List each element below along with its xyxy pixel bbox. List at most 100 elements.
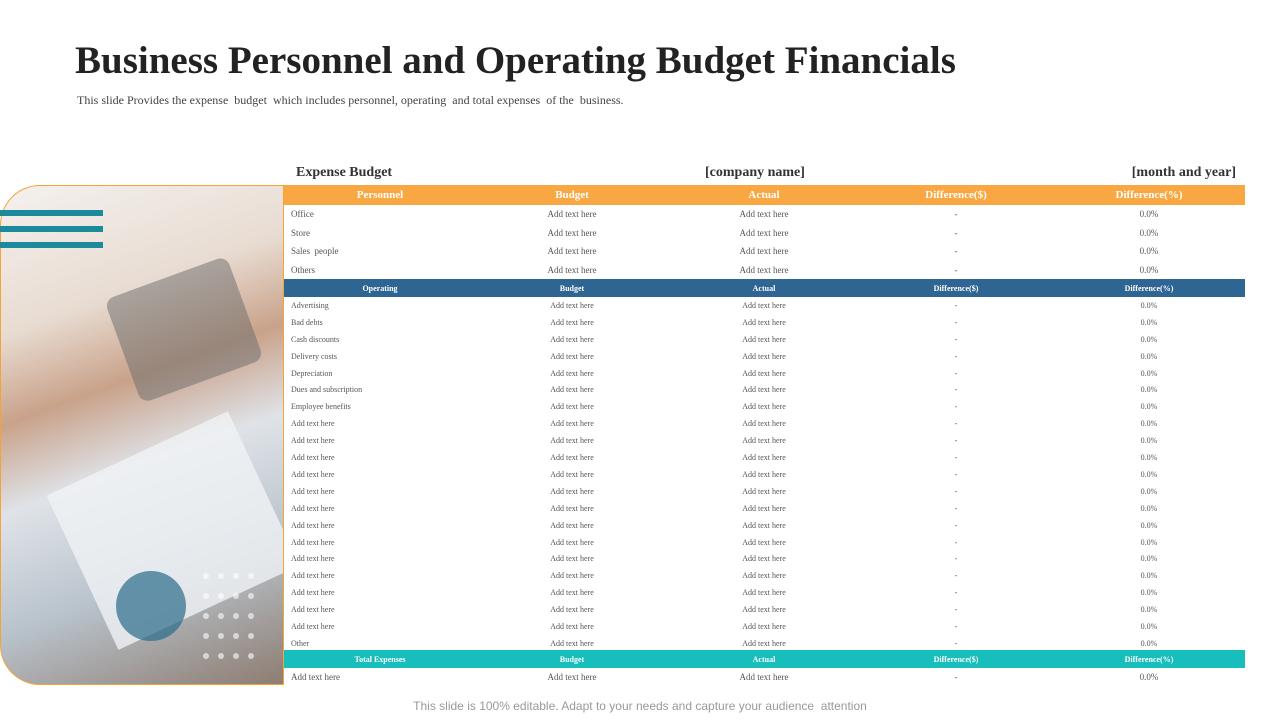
- table-cell: Delivery costs: [291, 351, 337, 361]
- table-cell: Add text here: [291, 419, 335, 429]
- table-cell: Add text here: [550, 351, 594, 361]
- table-cell: Store: [291, 227, 310, 238]
- table-row: Store Add text here Add text here - 0.0%: [284, 224, 1245, 243]
- table-cell: -: [954, 246, 958, 257]
- table-cell: Add text here: [742, 537, 786, 547]
- table-cell: -: [954, 622, 958, 632]
- table-cell: Cash discounts: [291, 334, 340, 344]
- table-cell: Add text here: [742, 351, 786, 361]
- table-cell: -: [954, 419, 958, 429]
- table-cell: Add text here: [742, 520, 786, 530]
- table-cell: Add text here: [291, 436, 335, 446]
- table-cell: 0.0%: [1140, 554, 1158, 564]
- table-cell: Sales people: [291, 246, 339, 257]
- table-row: Add text here Add text here Add text here -…: [284, 584, 1245, 601]
- table-cell: Add text here: [742, 436, 786, 446]
- table-cell: -: [954, 317, 958, 327]
- table-cell: Add text here: [550, 402, 594, 412]
- caption: [company name]: [705, 165, 805, 180]
- header-cell: Operating: [362, 283, 398, 293]
- table-cell: Add text here: [550, 385, 594, 395]
- footer: This slide is 100% editable. Adapt to yo…: [413, 699, 867, 713]
- table-cell: Add text here: [742, 419, 786, 429]
- table-cell: 0.0%: [1140, 368, 1158, 378]
- subtitle: This slide Provides the expense budget w…: [77, 93, 624, 107]
- photo-art: [46, 258, 283, 659]
- header-cell: Budget: [555, 189, 589, 201]
- table-row: Add text here Add text here Add text here -…: [284, 449, 1245, 466]
- caption: [month and year]: [1131, 165, 1236, 180]
- table-cell: Add text here: [550, 469, 594, 479]
- table-row: Add text here Add text here Add text here -…: [284, 466, 1245, 483]
- table-row: Other Add text here Add text here - 0.0%: [284, 635, 1245, 652]
- table-cell: -: [954, 469, 958, 479]
- table-cell: Add text here: [291, 537, 335, 547]
- table-cell: -: [954, 520, 958, 530]
- table-row: Add text here Add text here Add text here -…: [284, 500, 1245, 517]
- table-cell: 0.0%: [1140, 436, 1158, 446]
- table-cell: 0.0%: [1140, 520, 1158, 530]
- table-cell: 0.0%: [1140, 638, 1158, 648]
- table-cell: Add text here: [291, 469, 335, 479]
- table-cell: -: [954, 368, 958, 378]
- table-row: Add text here Add text here Add text here -…: [284, 415, 1245, 432]
- table-cell: Add text here: [742, 317, 786, 327]
- table-cell: 0.0%: [1139, 265, 1159, 276]
- table-cell: Add text here: [742, 554, 786, 564]
- table-row: Add text here Add text here Add text here -…: [284, 483, 1245, 500]
- table-cell: Add text here: [547, 246, 597, 257]
- table-cell: Add text here: [742, 486, 786, 496]
- table-cell: Add text here: [550, 520, 594, 530]
- table-cell: Add text here: [742, 469, 786, 479]
- table-cell: Add text here: [547, 265, 597, 276]
- table-row: Add text here Add text here Add text here -…: [284, 432, 1245, 449]
- table-cell: Add text here: [742, 503, 786, 513]
- header-cell: Difference(%): [1115, 189, 1183, 201]
- table-cell: 0.0%: [1140, 486, 1158, 496]
- table-cell: 0.0%: [1140, 385, 1158, 395]
- table-cell: Advertising: [291, 300, 329, 310]
- table-row: Employee benefits Add text here Add text h…: [284, 398, 1245, 415]
- caption: Expense Budget: [296, 165, 393, 180]
- table-row: Add text here Add text here Add text here -…: [284, 534, 1245, 551]
- table-row: Advertising Add text here Add text here - 0.…: [284, 297, 1245, 314]
- table-cell: 0.0%: [1140, 453, 1158, 463]
- photo: [0, 185, 284, 685]
- table-cell: -: [954, 436, 958, 446]
- table-row: Add text here Add text here Add text here -…: [284, 567, 1245, 584]
- table-cell: -: [954, 209, 958, 220]
- header-cell: Total Expenses: [354, 654, 406, 664]
- table-cell: Add text here: [742, 638, 786, 648]
- table-cell: Add text here: [550, 436, 594, 446]
- table-cell: Add text here: [550, 334, 594, 344]
- table-cell: -: [954, 672, 958, 682]
- table-row: Dues and subscription Add text here Add te…: [284, 382, 1245, 399]
- header-cell: Difference($): [933, 283, 979, 293]
- stripe: [0, 226, 103, 232]
- table-row: Add text here Add text here Add text here -…: [284, 551, 1245, 568]
- table-cell: Add text here: [550, 368, 594, 378]
- table-cell: 0.0%: [1139, 209, 1159, 220]
- table-cell: Add text here: [291, 520, 335, 530]
- section-header: Personnel Budget Actual Difference($) Differ…: [284, 185, 1245, 205]
- table-cell: -: [954, 503, 958, 513]
- table-cell: Add text here: [547, 227, 597, 238]
- table-cell: Depreciation: [291, 368, 333, 378]
- header-cell: Difference($): [925, 189, 987, 201]
- header-cell: Difference($): [933, 654, 979, 664]
- table-cell: 0.0%: [1140, 469, 1158, 479]
- table-cell: -: [954, 227, 958, 238]
- table-cell: 0.0%: [1140, 503, 1158, 513]
- table-cell: Add text here: [550, 537, 594, 547]
- table-cell: 0.0%: [1140, 622, 1158, 632]
- table-row: Add text here Add text here Add text here -…: [284, 517, 1245, 534]
- table-cell: -: [954, 351, 958, 361]
- table-cell: -: [954, 265, 958, 276]
- stripe: [0, 242, 103, 248]
- table-cell: Add text here: [742, 605, 786, 615]
- header-cell: Actual: [752, 654, 776, 664]
- table-cell: 0.0%: [1140, 605, 1158, 615]
- table-cell: Add text here: [739, 209, 789, 220]
- table-cell: Add text here: [550, 638, 594, 648]
- table-cell: Add text here: [291, 622, 335, 632]
